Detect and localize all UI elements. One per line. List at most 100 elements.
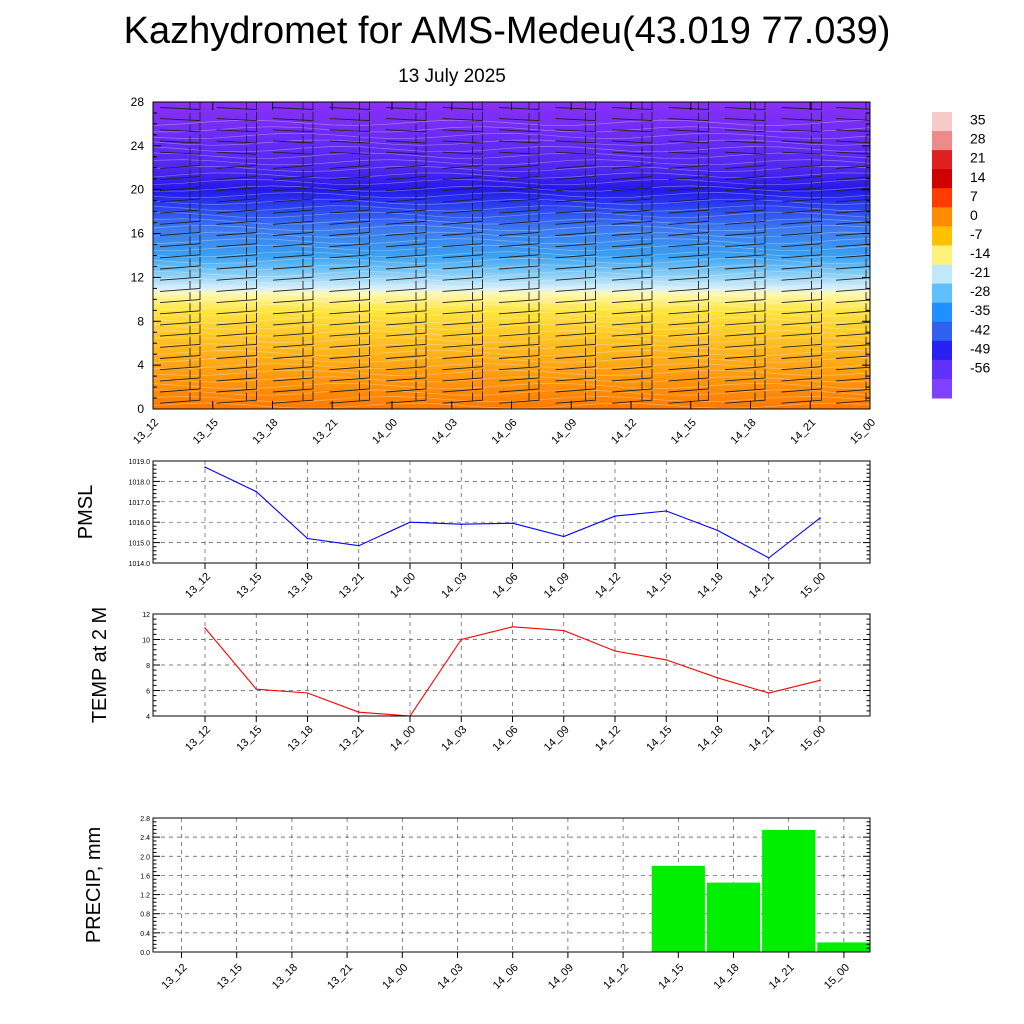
x-tick-label: 14_00 [388,571,418,601]
colorbar-label: 35 [970,112,986,128]
colorbar-swatch [932,264,952,285]
wind-barb [216,102,257,110]
contour-line [153,290,870,297]
wind-barb [498,223,540,236]
contour-line [153,271,870,278]
wind-barb [159,290,201,304]
wind-barb [385,223,427,236]
wind-barb [781,167,822,181]
wind-barb [724,145,766,155]
wind-barb [159,357,201,371]
wind-barb [216,223,257,236]
wind-barb [442,223,483,236]
x-tick-label: 15_00 [822,962,852,992]
wind-barb [724,357,766,371]
y-axis-label: TEMP at 2 M [89,607,111,723]
x-tick-label: 15_00 [798,571,828,601]
wind-barb [442,290,483,304]
y-tick-label: 4 [146,714,150,721]
wind-barb [611,368,653,382]
y-tick-label: 1018.0 [129,479,151,486]
data-point [306,692,309,694]
wind-barb [272,156,314,169]
wind-barb [216,268,257,281]
wind-barb [724,279,766,292]
wind-barb [668,134,709,144]
wind-barb [442,301,483,315]
wind-barb [272,391,314,404]
wind-barb [498,368,540,382]
x-tick-label: 14_12 [609,417,639,447]
precip-bar [762,829,816,952]
wind-barb [498,156,540,169]
wind-barb [159,178,201,192]
x-tick-label: 14_18 [712,962,742,992]
wind-barb [498,102,540,110]
wind-barb [835,258,870,270]
y-tick-label: 0.0 [140,950,150,957]
x-tick-label: 14_21 [767,962,797,992]
wind-barb [442,122,483,133]
wind-barb [159,380,201,393]
wind-barb [216,189,257,203]
wind-barb [329,201,370,214]
x-tick-label: 13_12 [183,724,213,754]
wind-barb [611,189,653,203]
contour-line [153,356,870,363]
data-point [562,629,565,632]
contour-line [153,178,870,186]
contour-line [153,238,870,245]
y-tick-label: 1.6 [140,873,150,880]
contour-line [153,343,870,350]
x-tick-label: 13_21 [310,417,340,447]
wind-barb [216,357,257,371]
wind-barb [781,290,822,304]
contour-line [153,323,870,330]
wind-barb [385,290,427,304]
wind-barb [159,234,201,248]
x-tick-label: 14_15 [644,571,674,601]
data-point [306,537,309,540]
wind-barb [329,212,370,225]
wind-barb [159,312,201,326]
wind-barb [498,279,540,292]
wind-barb [611,391,653,404]
wind-barb [781,156,822,169]
wind-barb [385,346,427,359]
wind-barb [329,234,370,248]
wind-barb [216,380,257,393]
wind-barb [611,357,653,371]
wind-barb [611,167,653,181]
x-tick-label: 14_15 [644,724,674,754]
wind-barb [611,102,653,110]
wind-barb [835,247,870,259]
wind-barb [272,335,314,348]
wind-barb [555,212,596,225]
wind-barb [159,102,201,110]
colorbar-label: -28 [970,283,990,299]
wind-barb [835,157,870,169]
precip-panel: 0.0 0.4 0.8 1.2 1.6 2.0 2.4 2.8 13_12 13_15 13_18 1… [83,816,871,992]
wind-barb [216,312,257,326]
wind-barb [555,234,596,248]
y-axis-label: PMSL [75,485,97,539]
wind-barb [498,178,540,192]
temp-panel: 4 6 8 10 12 13_12 13_15 13_18 13_21 14_00 14_03 14_… [89,607,871,754]
wind-barb [216,122,257,133]
wind-barb [611,245,653,259]
wind-barb [668,257,709,270]
x-tick-label: 13_18 [286,724,316,754]
wind-barb [555,346,596,359]
contour-line [153,363,870,370]
colorbar-label: 0 [970,207,978,223]
wind-barb [835,236,870,248]
wind-barb [668,178,709,192]
wind-barb [668,223,709,236]
wind-barb [724,380,766,393]
wind-barb [555,391,596,404]
y-tick-label: 2.8 [140,816,150,823]
wind-barb [159,111,201,122]
wind-barb [385,301,427,315]
wind-barb [272,167,314,181]
wind-barb [329,391,370,404]
